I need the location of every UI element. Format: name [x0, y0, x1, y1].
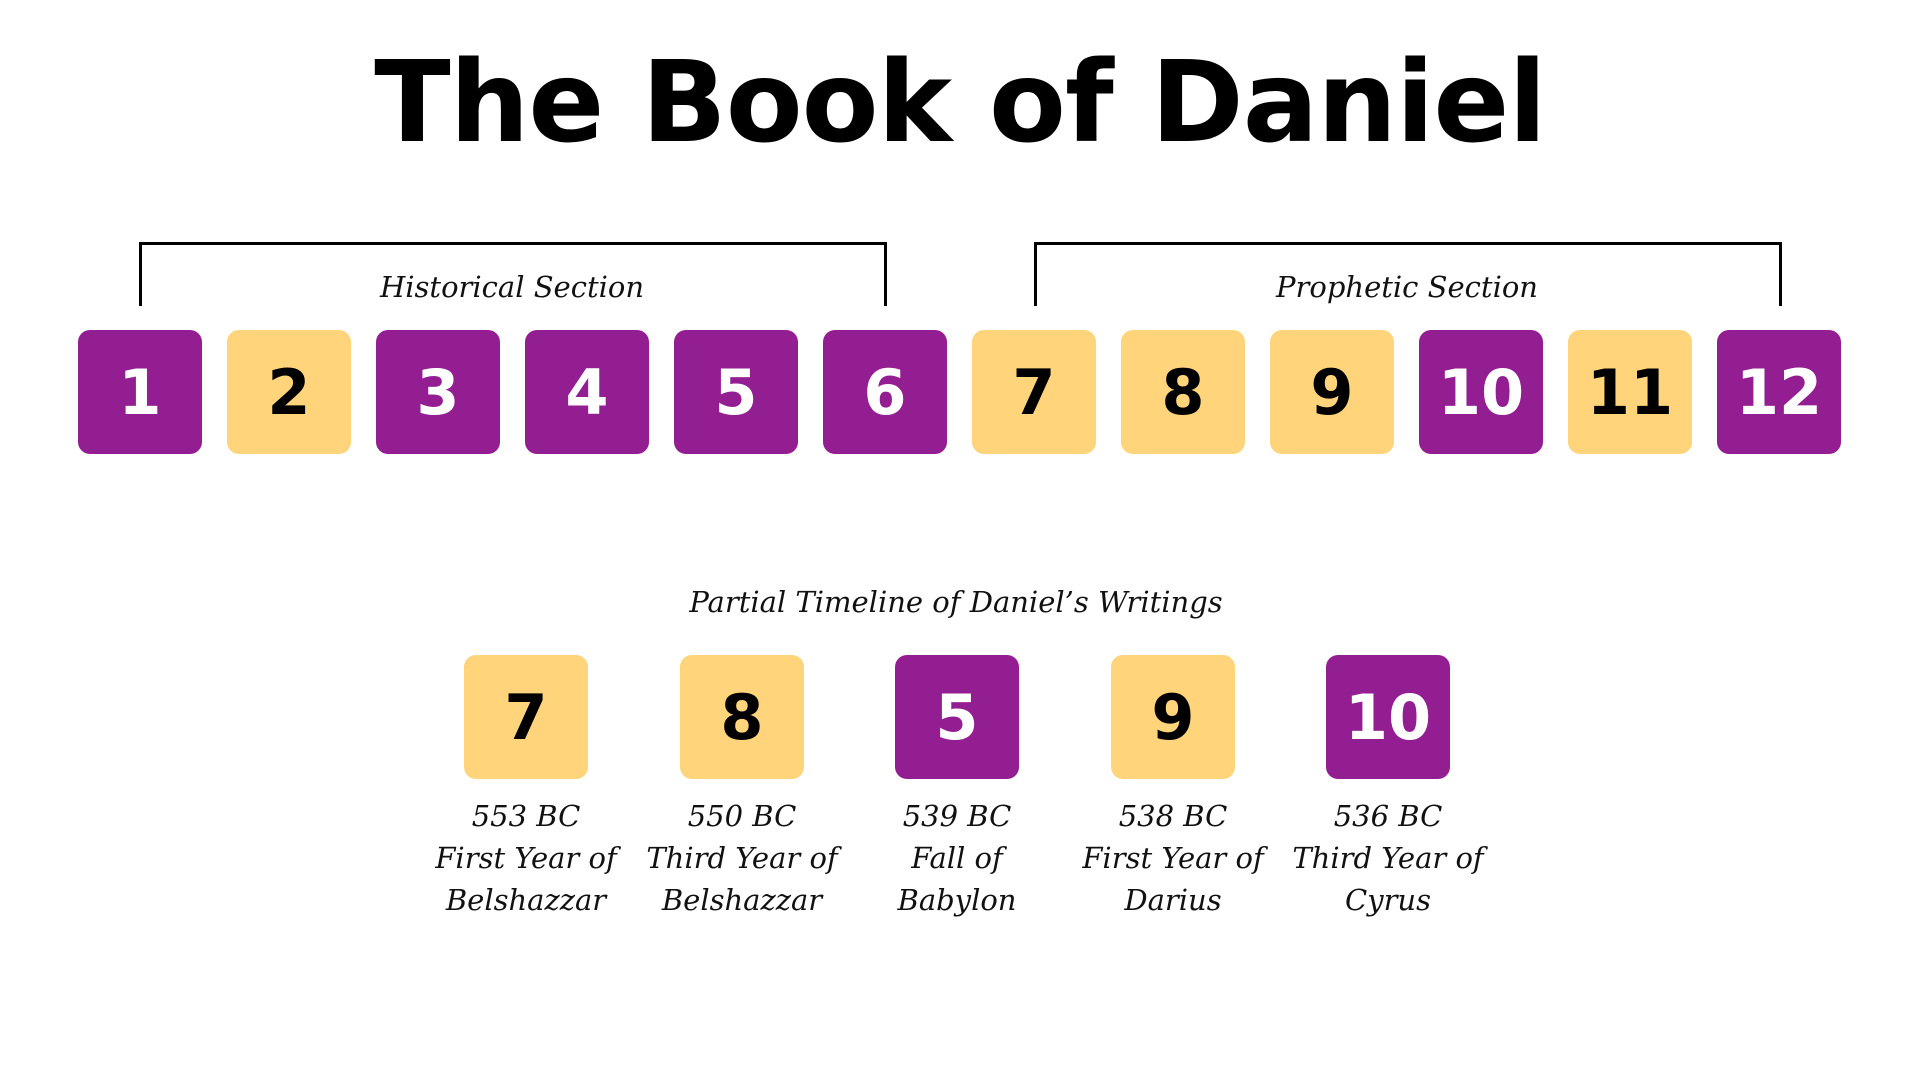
timeline-date: 536 BC: [1333, 799, 1443, 833]
timeline-chapter-box: 5: [895, 655, 1019, 779]
timeline-date: 550 BC: [687, 799, 797, 833]
timeline-event-line1: Fall of Babylon: [897, 841, 1017, 917]
timeline-event-line2: Belshazzar: [661, 883, 823, 917]
timeline-date: 539 BC: [902, 799, 1012, 833]
chapter-box-4: 4: [525, 330, 649, 454]
timeline-item: 7 553 BC First Year of Belshazzar: [426, 655, 626, 921]
timeline-event-line2: Cyrus: [1345, 883, 1431, 917]
chapter-box-11: 11: [1568, 330, 1692, 454]
timeline-item: 5 539 BC Fall of Babylon: [857, 655, 1057, 921]
chapter-box-6: 6: [823, 330, 947, 454]
chapter-box-5: 5: [674, 330, 798, 454]
timeline-event-line1: First Year of: [1082, 841, 1264, 875]
timeline-date: 538 BC: [1118, 799, 1228, 833]
chapter-box-3: 3: [376, 330, 500, 454]
chapter-box-12: 12: [1717, 330, 1841, 454]
timeline-event-line1: Third Year of: [1292, 841, 1484, 875]
chapter-box-1: 1: [78, 330, 202, 454]
timeline-event-line1: First Year of: [435, 841, 617, 875]
prophetic-section-bracket: [1034, 242, 1782, 306]
historical-section-bracket: [139, 242, 887, 306]
timeline-date: 553 BC: [471, 799, 581, 833]
timeline-event-line2: Belshazzar: [445, 883, 607, 917]
historical-section-label: Historical Section: [379, 270, 645, 304]
timeline-item: 10 536 BC Third Year of Cyrus: [1288, 655, 1488, 921]
prophetic-section-label: Prophetic Section: [1276, 270, 1538, 304]
chapter-box-9: 9: [1270, 330, 1394, 454]
timeline-item: 9 538 BC First Year of Darius: [1073, 655, 1273, 921]
chapter-box-2: 2: [227, 330, 351, 454]
chapter-box-10: 10: [1419, 330, 1543, 454]
chapter-box-8: 8: [1121, 330, 1245, 454]
page-title: The Book of Daniel: [374, 38, 1547, 168]
chapter-box-7: 7: [972, 330, 1096, 454]
timeline-chapter-box: 9: [1111, 655, 1235, 779]
timeline-event-line2: Darius: [1124, 883, 1222, 917]
timeline-item: 8 550 BC Third Year of Belshazzar: [642, 655, 842, 921]
timeline-chapter-box: 7: [464, 655, 588, 779]
timeline-chapter-box: 8: [680, 655, 804, 779]
timeline-chapter-box: 10: [1326, 655, 1450, 779]
timeline-title: Partial Timeline of Daniel’s Writings: [689, 585, 1223, 619]
timeline-event-line1: Third Year of: [646, 841, 838, 875]
